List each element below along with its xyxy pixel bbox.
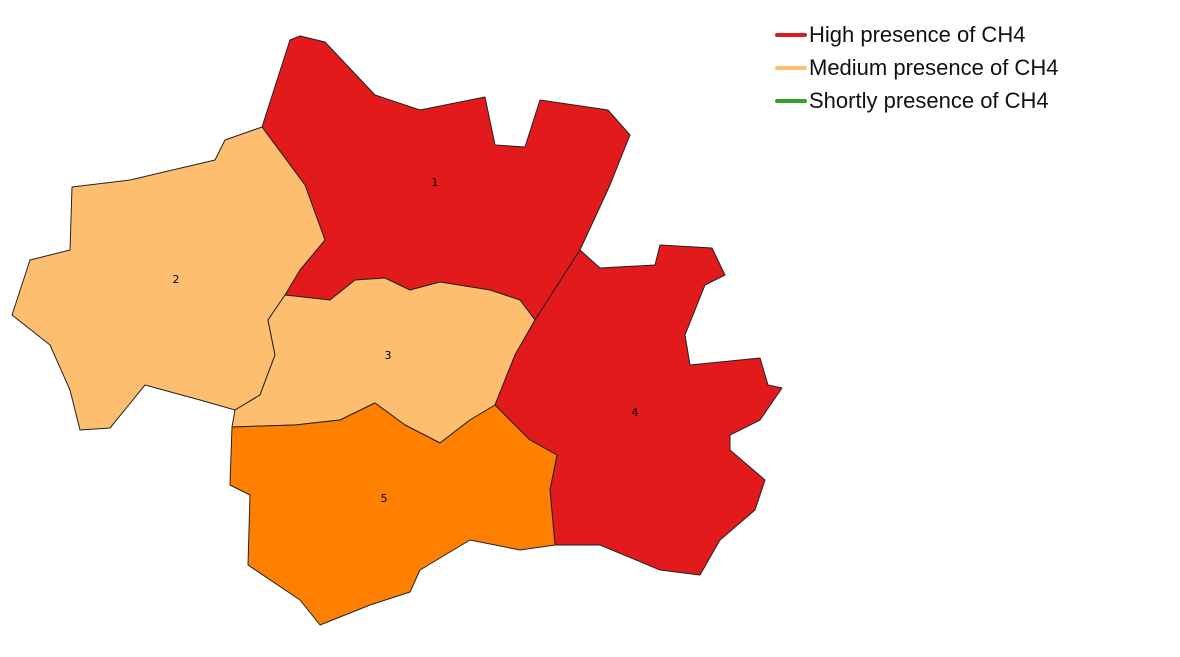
region-label: 4 — [632, 406, 639, 419]
legend: High presence of CH4 Medium presence of … — [775, 22, 1058, 113]
region-label: 2 — [173, 273, 180, 286]
region — [11, 126, 326, 431]
region-label: 3 — [385, 349, 392, 362]
region-label: 1 — [432, 176, 439, 189]
legend-label: Medium presence of CH4 — [809, 55, 1058, 80]
region-label: 5 — [381, 492, 388, 505]
region — [229, 402, 558, 626]
regions — [11, 35, 783, 626]
legend-label: High presence of CH4 — [809, 22, 1025, 47]
legend-label: Shortly presence of CH4 — [809, 88, 1049, 113]
region-labels: 1 2 3 4 5 — [173, 176, 639, 505]
